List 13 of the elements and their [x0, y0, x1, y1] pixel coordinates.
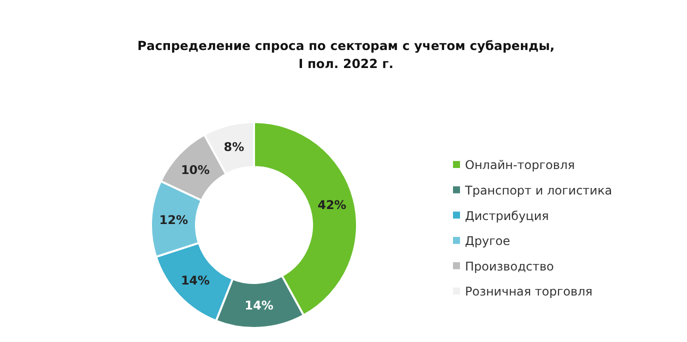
legend-label: Онлайн-торговля [465, 158, 575, 172]
data-label: 14% [180, 273, 210, 288]
legend-label: Производство [465, 259, 554, 274]
data-label: 10% [180, 163, 210, 178]
legend-label: Транспорт и логистика [464, 184, 612, 198]
data-label: 12% [159, 213, 188, 228]
legend-label: Другое [465, 234, 510, 248]
data-label: 14% [244, 298, 274, 313]
legend-label: Дистрибуция [465, 208, 549, 223]
chart-title: Распределение спроса по секторам с учетом субаренды, I пол. 2022 г. [137, 38, 555, 71]
legend-label: Розничная торговля [465, 284, 592, 299]
data-label: 8% [224, 140, 244, 154]
data-label: 42% [318, 198, 346, 212]
